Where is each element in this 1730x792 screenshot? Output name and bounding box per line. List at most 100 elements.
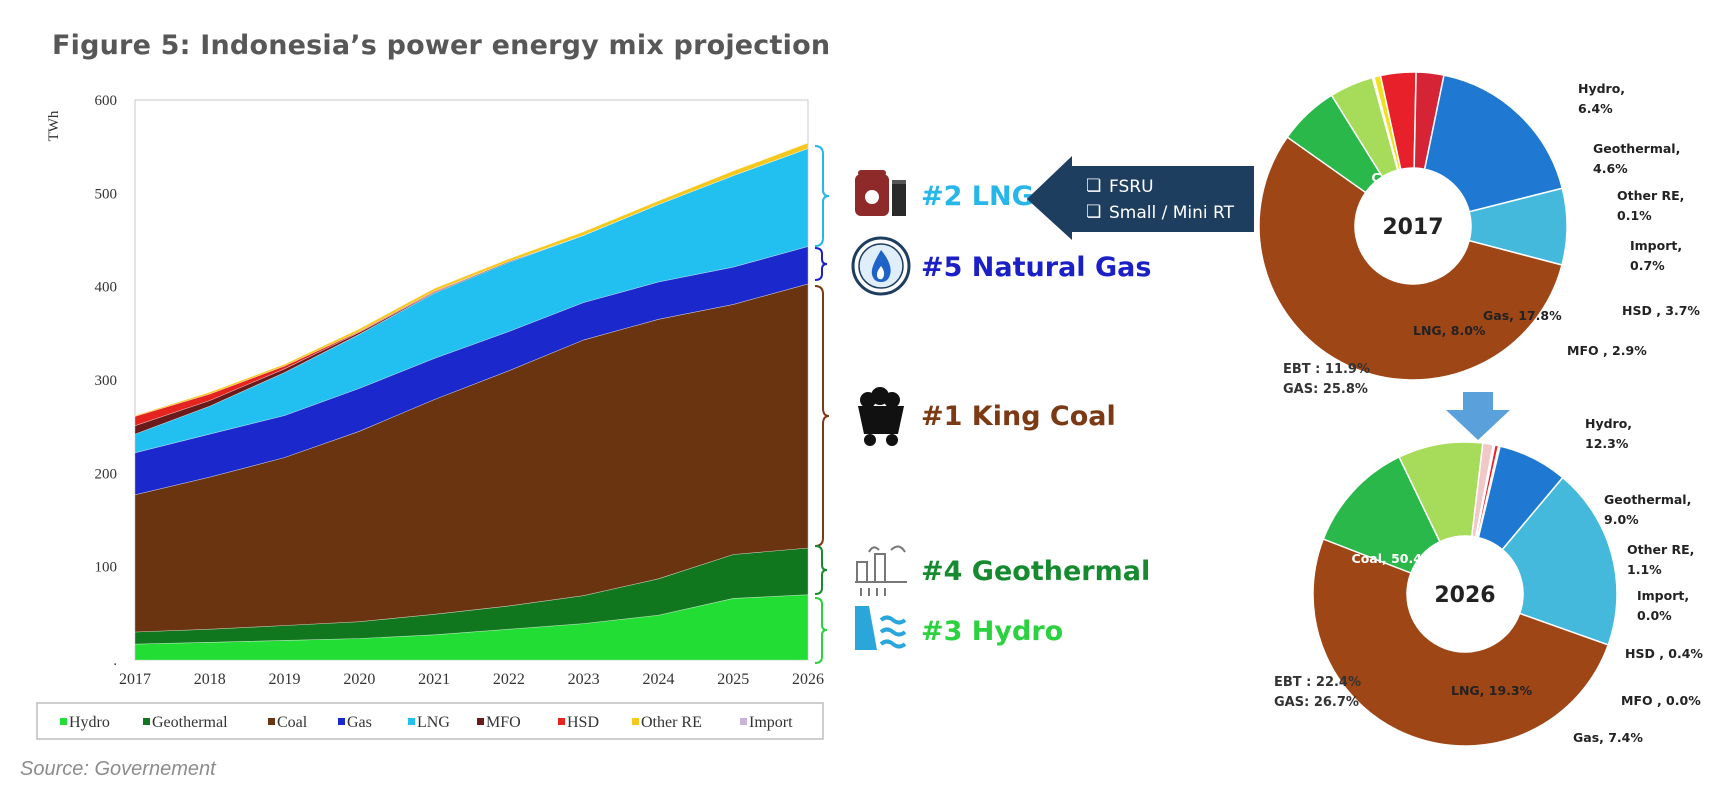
- legend-label: Import: [749, 714, 793, 731]
- coal-cart-icon: [858, 387, 904, 446]
- callout-bullet-fsru: ❏: [1086, 176, 1101, 196]
- x-tick-label: 2026: [792, 671, 824, 688]
- slice-label: 6.4%: [1578, 101, 1613, 116]
- legend-swatch: [477, 718, 484, 725]
- legend-swatch: [740, 718, 747, 725]
- slice-label: Gas, 7.4%: [1573, 730, 1643, 745]
- y-tick-label: 300: [95, 373, 118, 389]
- legend-box: [36, 702, 824, 740]
- area-layers: [134, 142, 809, 661]
- donut-chart-2026: 2026 Coal, 50.4% Hydro, 12.3% Geothermal, 9.0…: [1312, 416, 1703, 747]
- brace-coal: [814, 285, 830, 547]
- x-tick-label: 2019: [269, 671, 301, 688]
- slice-label: LNG, 19.3%: [1451, 683, 1533, 698]
- legend-swatch: [143, 718, 150, 725]
- brace-geothermal: [814, 545, 828, 595]
- slice-label: 1.1%: [1627, 562, 1662, 577]
- slice-label: Import,: [1630, 238, 1682, 253]
- legend-swatch: [60, 718, 67, 725]
- slice-label: Import,: [1637, 588, 1689, 603]
- x-tick-label: 2017: [119, 671, 151, 688]
- callout-item-fsru: FSRU: [1109, 177, 1154, 197]
- donut-center-label: 2026: [1434, 583, 1495, 608]
- y-axis-label: TWh: [46, 110, 62, 141]
- slice-label: 0.1%: [1617, 208, 1652, 223]
- ranking-natural-gas: #5 Natural Gas: [921, 252, 1151, 283]
- y-tick-label: 600: [95, 93, 118, 109]
- slice-label: Other RE,: [1627, 542, 1694, 557]
- y-tick-label: 200: [95, 466, 118, 482]
- legend-label: LNG: [417, 714, 450, 731]
- ranking-geothermal: #4 Geothermal: [921, 556, 1150, 587]
- legend-swatch: [408, 718, 415, 725]
- stacked-area-chart: . 100 200 300 400 500 600 2017 2018 2019 2020 2021…: [36, 93, 824, 740]
- legend-label: HSD: [567, 714, 599, 731]
- slice-label: Coal, 50.4%: [1352, 551, 1435, 566]
- callout-bullet-small: ❏: [1086, 202, 1101, 222]
- slice-label: Other RE,: [1617, 188, 1684, 203]
- slice-label: Coal,: [1371, 170, 1406, 185]
- x-tick-label: 2018: [194, 671, 226, 688]
- brace-lng: [814, 145, 830, 247]
- slice-label: MFO , 0.0%: [1621, 693, 1701, 708]
- note-gas-2026: GAS: 26.7%: [1274, 695, 1359, 710]
- ranking-hydro: #3 Hydro: [921, 616, 1063, 647]
- note-ebt-2017: EBT : 11.9%: [1283, 362, 1370, 377]
- legend-label: MFO: [486, 714, 521, 731]
- slice-label: Hydro,: [1578, 81, 1625, 96]
- legend-swatch: [558, 718, 565, 725]
- legend-label: Geothermal: [152, 714, 228, 731]
- ranking-labels: #2 LNG #5 Natural Gas #1 King Coal #4 Ge…: [814, 145, 1151, 664]
- x-tick-label: 2025: [717, 671, 749, 688]
- legend-label: Gas: [347, 714, 372, 731]
- x-tick-label: 2021: [418, 671, 450, 688]
- gas-flame-icon: [851, 236, 911, 296]
- legend-label: Hydro: [69, 714, 110, 731]
- x-tick-label: 2022: [493, 671, 525, 688]
- figure-title: Figure 5: Indonesia’s power energy mix p…: [52, 30, 831, 61]
- slice-label: 0.7%: [1630, 258, 1665, 273]
- legend-swatch: [268, 718, 275, 725]
- y-axis-ticks: . 100 200 300 400 500 600: [95, 93, 118, 669]
- slice-label: 9.0%: [1604, 512, 1639, 527]
- legend-label: Other RE: [641, 714, 702, 731]
- ranking-coal: #1 King Coal: [921, 401, 1116, 432]
- legend-label: Coal: [277, 714, 308, 731]
- slice-label: 55.6%: [1367, 190, 1411, 205]
- hydro-dam-icon: [855, 606, 907, 650]
- legend-swatch: [632, 718, 639, 725]
- donut-hole: [1407, 536, 1523, 652]
- down-arrow: [1446, 392, 1510, 440]
- lng-tank-icon: [855, 170, 906, 216]
- callout-item-small: Small / Mini RT: [1109, 203, 1235, 223]
- y-tick-label: .: [113, 653, 117, 669]
- slice-label: LNG, 8.0%: [1413, 323, 1486, 338]
- slice-label: HSD , 0.4%: [1625, 646, 1703, 661]
- slice-label: Hydro,: [1585, 416, 1632, 431]
- slice-label: MFO , 2.9%: [1567, 343, 1647, 358]
- slice-label: 12.3%: [1585, 436, 1629, 451]
- chart-legend: Hydro Geothermal Coal Gas LNG MFO HSD Other RE I…: [60, 714, 793, 731]
- donut-chart-2017: 2017 Coal, 55.6% Hydro, 6.4% Geothermal, 4.6% O…: [1258, 71, 1700, 381]
- slice-label: HSD , 3.7%: [1622, 303, 1700, 318]
- slice-label: 0.0%: [1637, 608, 1672, 623]
- y-tick-label: 500: [95, 186, 118, 202]
- brace-hydro: [814, 597, 828, 664]
- donut-center-label: 2017: [1382, 215, 1443, 240]
- area-import: [134, 142, 809, 416]
- x-axis-ticks: 2017 2018 2019 2020 2021 2022 2023 2024 2025 2026: [119, 671, 824, 688]
- lng-callout-arrow: ❏ FSRU ❏ Small / Mini RT: [1027, 156, 1254, 240]
- x-tick-label: 2020: [343, 671, 375, 688]
- donut-hole: [1355, 168, 1471, 284]
- ranking-lng: #2 LNG: [921, 181, 1034, 212]
- slice-label: Gas, 17.8%: [1483, 308, 1562, 323]
- geothermal-plant-icon: [855, 545, 907, 596]
- x-tick-label: 2023: [568, 671, 600, 688]
- callout-shape: [1027, 156, 1254, 240]
- note-ebt-2026: EBT : 22.4%: [1274, 675, 1361, 690]
- x-tick-label: 2024: [642, 671, 674, 688]
- y-tick-label: 400: [95, 280, 118, 296]
- slice-label: 4.6%: [1593, 161, 1628, 176]
- y-tick-label: 100: [95, 560, 118, 576]
- slice-label: Geothermal,: [1604, 492, 1691, 507]
